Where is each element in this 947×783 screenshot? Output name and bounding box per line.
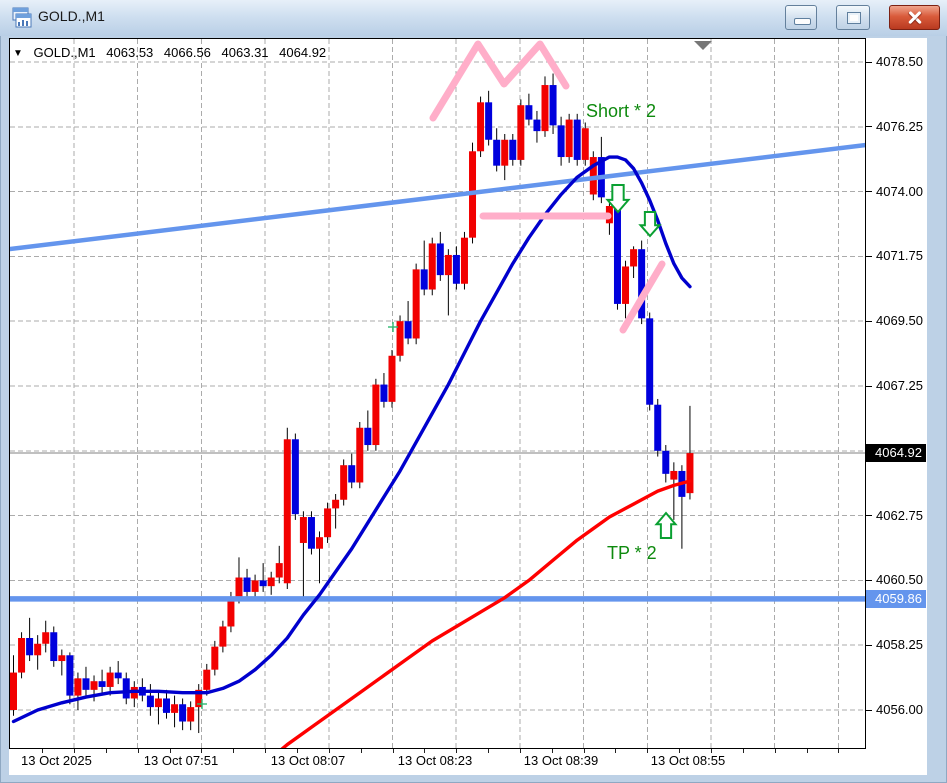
chart-window-icon [10,6,34,30]
time-axis-tick [838,749,840,753]
price-axis-label: 4056.00 [876,702,923,717]
time-axis-tick [201,749,203,753]
price-axis-tick [866,515,872,517]
price-axis-tick [866,320,872,322]
buy-arrow-icon [654,511,678,539]
minimize-button[interactable] [785,5,817,30]
maximize-button[interactable] [836,5,870,30]
time-axis-tick [265,749,267,753]
ma-fast-blue [11,155,692,724]
price-axis-label: 4069.50 [876,313,923,329]
time-axis-label: 13 Oct 2025 [21,753,92,768]
time-axis-tick [647,749,649,753]
time-axis-tick [137,749,139,753]
price-axis-label: 4062.75 [876,507,923,523]
time-axis-tick [519,749,521,753]
candles-series [10,73,694,734]
minimize-icon [794,18,811,25]
window-title: GOLD.,M1 [38,8,105,24]
chart-shift-icon [694,41,712,50]
time-axis-tick [169,749,171,753]
time-axis-tick [806,749,808,753]
maximize-icon [847,12,861,24]
time-axis-tick [392,749,394,753]
time-axis-tick [328,749,330,753]
price-axis-label: 4078.50 [876,54,923,69]
header-close: 4064.92 [279,45,327,60]
price-axis-tick [866,579,872,581]
close-icon [907,10,923,26]
sell-arrow-icon [605,184,631,214]
short-annotation-label: Short * 2 [586,101,657,121]
time-axis-tick [488,749,490,753]
price-axis-tick [866,709,872,711]
time-axis-label: 13 Oct 08:07 [270,753,346,768]
price-axis-tick [866,385,872,387]
title-bar[interactable]: GOLD.,M1 [0,0,947,36]
time-axis-tick [360,749,362,753]
time-axis-tick [233,749,235,753]
header-open: 4063.53 [106,45,154,60]
price-axis-label: 4060.50 [876,572,923,588]
time-axis-tick [774,749,776,753]
trendline [9,142,866,252]
chart-canvas[interactable] [9,38,866,749]
price-axis-tick [866,644,872,646]
price-axis-tick [866,191,872,193]
price-axis-label: 4071.75 [876,248,923,264]
header-symbol: GOLD.,M1 [33,45,96,60]
time-axis-tick [742,749,744,753]
time-axis-label: 13 Oct 08:55 [650,753,726,768]
time-axis[interactable]: 13 Oct 2025 13 Oct 07:51 13 Oct 08:07 13 Oc… [9,749,866,775]
time-axis-tick [105,749,107,753]
header-low: 4063.31 [221,45,269,60]
ma-slow-red [279,479,692,749]
header-high: 4066.56 [163,45,211,60]
time-axis-tick [42,749,44,753]
time-axis-label: 13 Oct 08:39 [523,753,599,768]
sell-arrow-icon [638,211,662,238]
time-axis-tick [296,749,298,753]
time-axis-tick [551,749,553,753]
level-price-tag: 4059.86 [866,589,926,608]
price-axis-tick [866,255,872,257]
price-axis[interactable]: 4064.92 4059.86 4078.50 4076.25 4074.00 407… [866,38,927,775]
zigzag-m-pattern [429,40,570,122]
pink-diagonal-line [619,260,666,334]
time-axis-label: 13 Oct 07:51 [143,753,219,768]
time-axis-tick [711,749,712,753]
price-axis-label: 4076.25 [876,118,923,134]
time-axis-tick [424,749,426,753]
chart-header: ▼ GOLD.,M1 4063.53 4066.56 4063.31 4064.… [13,45,333,60]
current-price-tag: 4064.92 [866,444,926,463]
time-axis-tick [456,749,458,753]
price-axis-tick [866,126,872,128]
price-axis-label: 4067.25 [876,378,923,393]
price-axis-label: 4058.25 [876,637,923,653]
close-button[interactable] [889,5,940,30]
tp-annotation-label: TP * 2 [607,543,657,563]
price-axis-label: 4074.00 [876,183,923,199]
chart-frame [9,38,866,749]
time-axis-tick [583,749,585,753]
collapse-triangle-icon[interactable]: ▼ [13,48,23,59]
time-axis-label: 13 Oct 08:23 [397,753,473,768]
time-axis-tick [679,749,681,753]
time-axis-tick [74,749,75,753]
price-axis-tick [866,61,872,63]
time-axis-tick [615,749,617,753]
